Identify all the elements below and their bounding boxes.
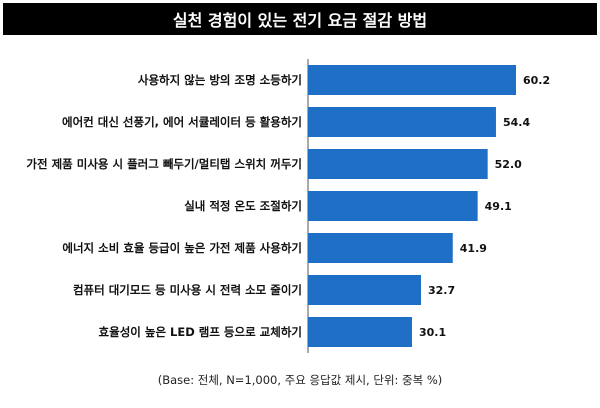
category-label-7: 효율성이 높은 LED 램프 등으로 교체하기 xyxy=(99,325,302,339)
value-label-3: 52.0 xyxy=(495,158,522,171)
bar-3 xyxy=(308,149,488,179)
category-label-2: 에어컨 대신 선풍기, 에어 서큘레이터 등 활용하기 xyxy=(62,115,302,129)
category-label-3: 가전 제품 미사용 시 플러그 빼두기/멀티탭 스위치 꺼두기 xyxy=(26,157,302,171)
value-label-5: 41.9 xyxy=(460,242,487,255)
bar-5 xyxy=(308,233,453,263)
category-label-6: 컴퓨터 대기모드 등 미사용 시 전력 소모 줄이기 xyxy=(73,283,302,297)
value-label-1: 60.2 xyxy=(523,74,550,87)
category-label-4: 실내 적정 온도 조절하기 xyxy=(184,199,302,213)
value-label-4: 49.1 xyxy=(485,200,512,213)
bar-6 xyxy=(308,275,421,305)
bar-1 xyxy=(308,65,516,95)
bar-7 xyxy=(308,317,412,347)
value-label-7: 30.1 xyxy=(419,326,446,339)
category-label-1: 사용하지 않는 방의 조명 소등하기 xyxy=(138,73,302,87)
value-label-6: 32.7 xyxy=(428,284,455,297)
bar-4 xyxy=(308,191,478,221)
category-label-5: 에너지 소비 효율 등급이 높은 가전 제품 사용하기 xyxy=(62,241,302,255)
chart-footnote: (Base: 전체, N=1,000, 주요 응답값 제시, 단위: 중복 %) xyxy=(157,373,443,387)
chart-title: 실천 경험이 있는 전기 요금 절감 방법 xyxy=(3,3,597,35)
value-label-2: 54.4 xyxy=(503,116,530,129)
bar-2 xyxy=(308,107,496,137)
